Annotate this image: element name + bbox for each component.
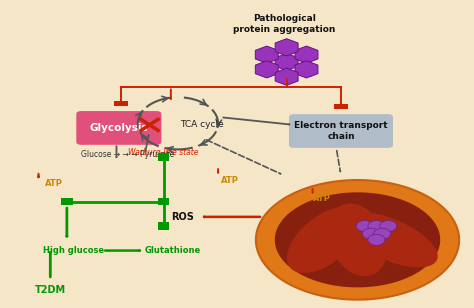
Circle shape: [368, 221, 385, 232]
Circle shape: [368, 234, 385, 245]
Text: High glucose: High glucose: [44, 246, 104, 255]
Bar: [61, 198, 73, 205]
Polygon shape: [275, 39, 298, 56]
Polygon shape: [275, 68, 298, 85]
Text: Glycolysis: Glycolysis: [90, 123, 148, 133]
Polygon shape: [295, 46, 318, 63]
Polygon shape: [255, 46, 278, 63]
Text: Pathological
protein aggregation: Pathological protein aggregation: [233, 14, 336, 34]
Text: Glucose → → → Pyruvate: Glucose → → → Pyruvate: [81, 149, 174, 159]
Text: Warburg-like state: Warburg-like state: [128, 148, 199, 157]
Text: ROS: ROS: [171, 212, 194, 222]
Bar: [158, 222, 169, 230]
Circle shape: [374, 228, 391, 239]
Ellipse shape: [287, 207, 362, 273]
Bar: [114, 101, 128, 106]
Text: T2DM: T2DM: [35, 286, 66, 295]
Text: Electron transport
chain: Electron transport chain: [294, 121, 388, 141]
Polygon shape: [275, 53, 298, 71]
Polygon shape: [256, 180, 459, 300]
Text: ATP: ATP: [45, 179, 63, 188]
FancyBboxPatch shape: [76, 111, 161, 145]
Ellipse shape: [328, 204, 387, 276]
Circle shape: [380, 221, 397, 232]
Text: TCA cycle: TCA cycle: [180, 120, 223, 129]
Text: ATP: ATP: [221, 176, 239, 184]
Circle shape: [362, 228, 379, 239]
Polygon shape: [255, 61, 278, 78]
Polygon shape: [275, 192, 440, 287]
Text: ATP: ATP: [313, 194, 330, 203]
Bar: [158, 153, 169, 161]
Ellipse shape: [344, 212, 438, 267]
Text: Glutathione: Glutathione: [145, 246, 201, 255]
Bar: [334, 104, 348, 109]
Bar: [158, 198, 169, 205]
FancyBboxPatch shape: [289, 114, 393, 148]
Polygon shape: [295, 61, 318, 78]
Circle shape: [356, 221, 373, 232]
